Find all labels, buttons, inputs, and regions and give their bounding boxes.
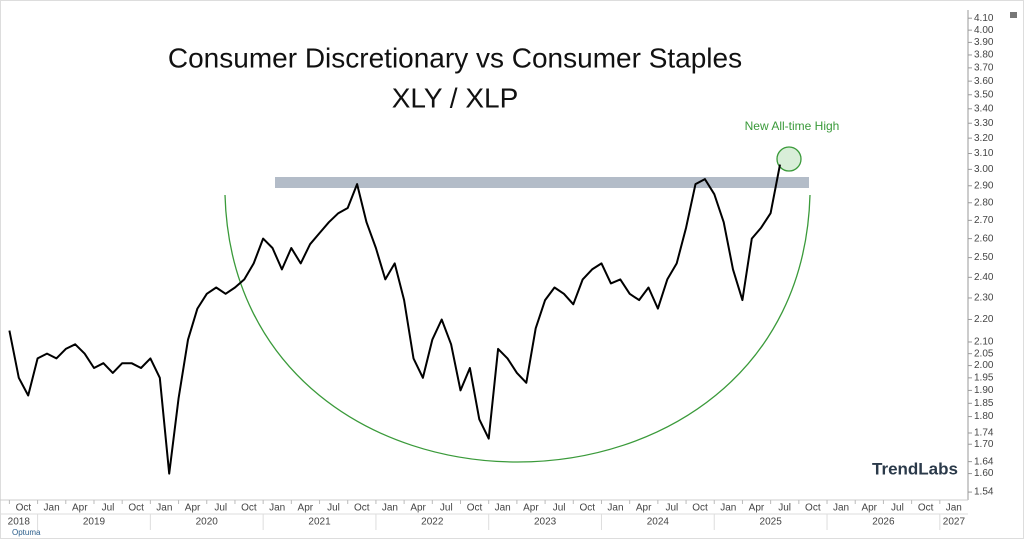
x-tick-label: Oct: [16, 503, 32, 514]
x-tick-label: Apr: [185, 503, 201, 514]
y-tick-label: 1.95: [974, 372, 994, 383]
x-tick-label: Jan: [720, 503, 736, 514]
x-tick-label: Apr: [636, 503, 652, 514]
price-line: [8, 164, 781, 475]
y-tick-label: 1.74: [974, 428, 994, 439]
y-tick-label: 3.20: [974, 133, 994, 144]
chart-title: Consumer Discretionary vs Consumer Stapl…: [168, 42, 742, 73]
year-label: 2019: [83, 517, 106, 528]
y-tick-label: 1.60: [974, 468, 994, 479]
x-tick-label: Jan: [269, 503, 285, 514]
year-label: 2026: [872, 517, 895, 528]
y-tick-label: 2.40: [974, 272, 994, 283]
x-tick-label: Oct: [241, 503, 257, 514]
x-tick-label: Apr: [749, 503, 765, 514]
y-tick-label: 3.70: [974, 63, 994, 74]
x-tick-label: Jan: [833, 503, 849, 514]
y-tick-label: 1.80: [974, 411, 994, 422]
y-tick-label: 2.60: [974, 233, 994, 244]
y-tick-label: 1.90: [974, 385, 994, 396]
y-tick-label: 3.60: [974, 76, 994, 87]
year-label: 2025: [760, 517, 783, 528]
y-tick-label: 2.80: [974, 197, 994, 208]
y-tick-label: 2.20: [974, 314, 994, 325]
y-tick-label: 3.40: [974, 103, 994, 114]
logo: TrendLabs: [872, 459, 958, 478]
y-tick-label: 3.50: [974, 89, 994, 100]
y-tick-label: 3.00: [974, 164, 994, 175]
y-tick-label: 3.30: [974, 118, 994, 129]
y-tick-label: 1.85: [974, 398, 994, 409]
chart-subtitle: XLY / XLP: [392, 82, 519, 113]
resistance-band: [275, 177, 809, 188]
y-tick-label: 4.10: [974, 13, 994, 24]
y-tick-label: 2.00: [974, 360, 994, 371]
x-tick-label: Apr: [523, 503, 539, 514]
x-tick-label: Oct: [918, 503, 934, 514]
y-tick-label: 1.54: [974, 487, 994, 498]
year-label: 2024: [647, 517, 670, 528]
y-tick-label: 1.70: [974, 439, 994, 450]
y-tick-label: 3.10: [974, 148, 994, 159]
footer: Optuma: [12, 528, 41, 537]
x-tick-label: Oct: [354, 503, 370, 514]
x-tick-label: Jul: [327, 503, 340, 514]
year-label: 2020: [196, 517, 219, 528]
year-label: 2018: [8, 517, 31, 528]
year-label: 2027: [943, 517, 966, 528]
annotation: New All-time High: [745, 119, 840, 133]
high-circle: [776, 146, 802, 172]
x-tick-label: Apr: [298, 503, 314, 514]
y-tick-label: 2.70: [974, 215, 994, 226]
y-tick-label: 4.00: [974, 25, 994, 36]
x-tick-label: Jul: [891, 503, 904, 514]
y-tick-label: 2.30: [974, 293, 994, 304]
x-tick-label: Oct: [692, 503, 708, 514]
x-tick-label: Apr: [410, 503, 426, 514]
x-tick-label: Jul: [214, 503, 227, 514]
x-tick-label: Jan: [495, 503, 511, 514]
y-tick-label: 2.05: [974, 348, 994, 359]
y-tick-label: 1.64: [974, 456, 994, 467]
y-tick-label: 3.80: [974, 50, 994, 61]
x-tick-label: Jul: [553, 503, 566, 514]
year-label: 2022: [421, 517, 444, 528]
y-tick-label: 2.50: [974, 252, 994, 263]
x-tick-label: Oct: [805, 503, 821, 514]
x-tick-label: Jul: [440, 503, 453, 514]
x-tick-label: Apr: [861, 503, 877, 514]
x-tick-label: Jul: [102, 503, 115, 514]
year-label: 2023: [534, 517, 557, 528]
x-tick-label: Jan: [156, 503, 172, 514]
y-tick-label: 2.10: [974, 337, 994, 348]
x-tick-label: Apr: [72, 503, 88, 514]
x-tick-label: Oct: [128, 503, 144, 514]
x-tick-label: Jan: [382, 503, 398, 514]
x-tick-label: Jul: [665, 503, 678, 514]
year-label: 2021: [308, 517, 331, 528]
lock-icon: [1010, 12, 1017, 18]
x-tick-label: Oct: [467, 503, 483, 514]
y-tick-label: 2.90: [974, 180, 994, 191]
x-tick-label: Jan: [44, 503, 60, 514]
x-tick-label: Jan: [946, 503, 962, 514]
y-tick-label: 3.90: [974, 37, 994, 48]
x-tick-label: Jan: [607, 503, 623, 514]
base-arc: [224, 194, 811, 463]
x-tick-label: Jul: [778, 503, 791, 514]
x-tick-label: Oct: [580, 503, 596, 514]
